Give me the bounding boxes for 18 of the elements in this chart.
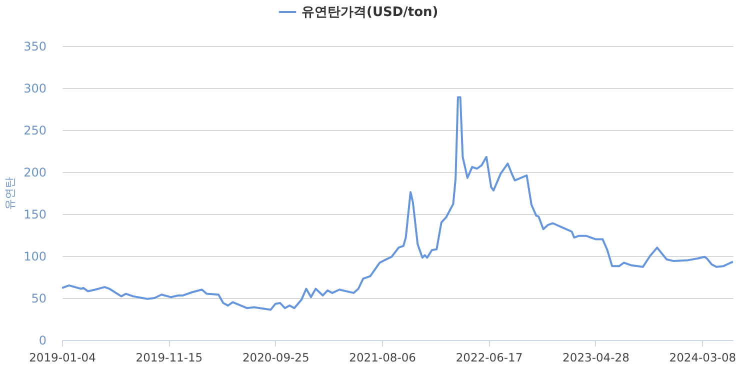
y-tick-label: 50: [31, 292, 46, 306]
y-tick-label: 150: [24, 208, 46, 222]
x-tick-label: 2022-06-17: [456, 350, 523, 364]
x-tick-label: 2021-08-06: [349, 350, 416, 364]
x-tick-label: 2020-09-25: [242, 350, 310, 364]
line-series: [62, 96, 733, 311]
x-tick-label: 2019-01-04: [29, 350, 96, 364]
y-tick-label: 100: [24, 250, 46, 264]
x-tick-label: 2019-11-15: [136, 350, 203, 364]
legend-label: 유연탄가격(USD/ton): [302, 5, 438, 20]
y-axis-title: 유연탄: [4, 177, 17, 210]
y-tick-label: 0: [38, 334, 46, 348]
y-tick-label: 200: [24, 166, 46, 180]
x-tick-label: 2023-04-28: [562, 350, 630, 364]
x-tick-label: 2024-03-08: [669, 350, 736, 364]
y-tick-label: 350: [24, 40, 46, 54]
y-tick-label: 300: [24, 82, 46, 96]
y-tick-label: 250: [24, 124, 46, 138]
